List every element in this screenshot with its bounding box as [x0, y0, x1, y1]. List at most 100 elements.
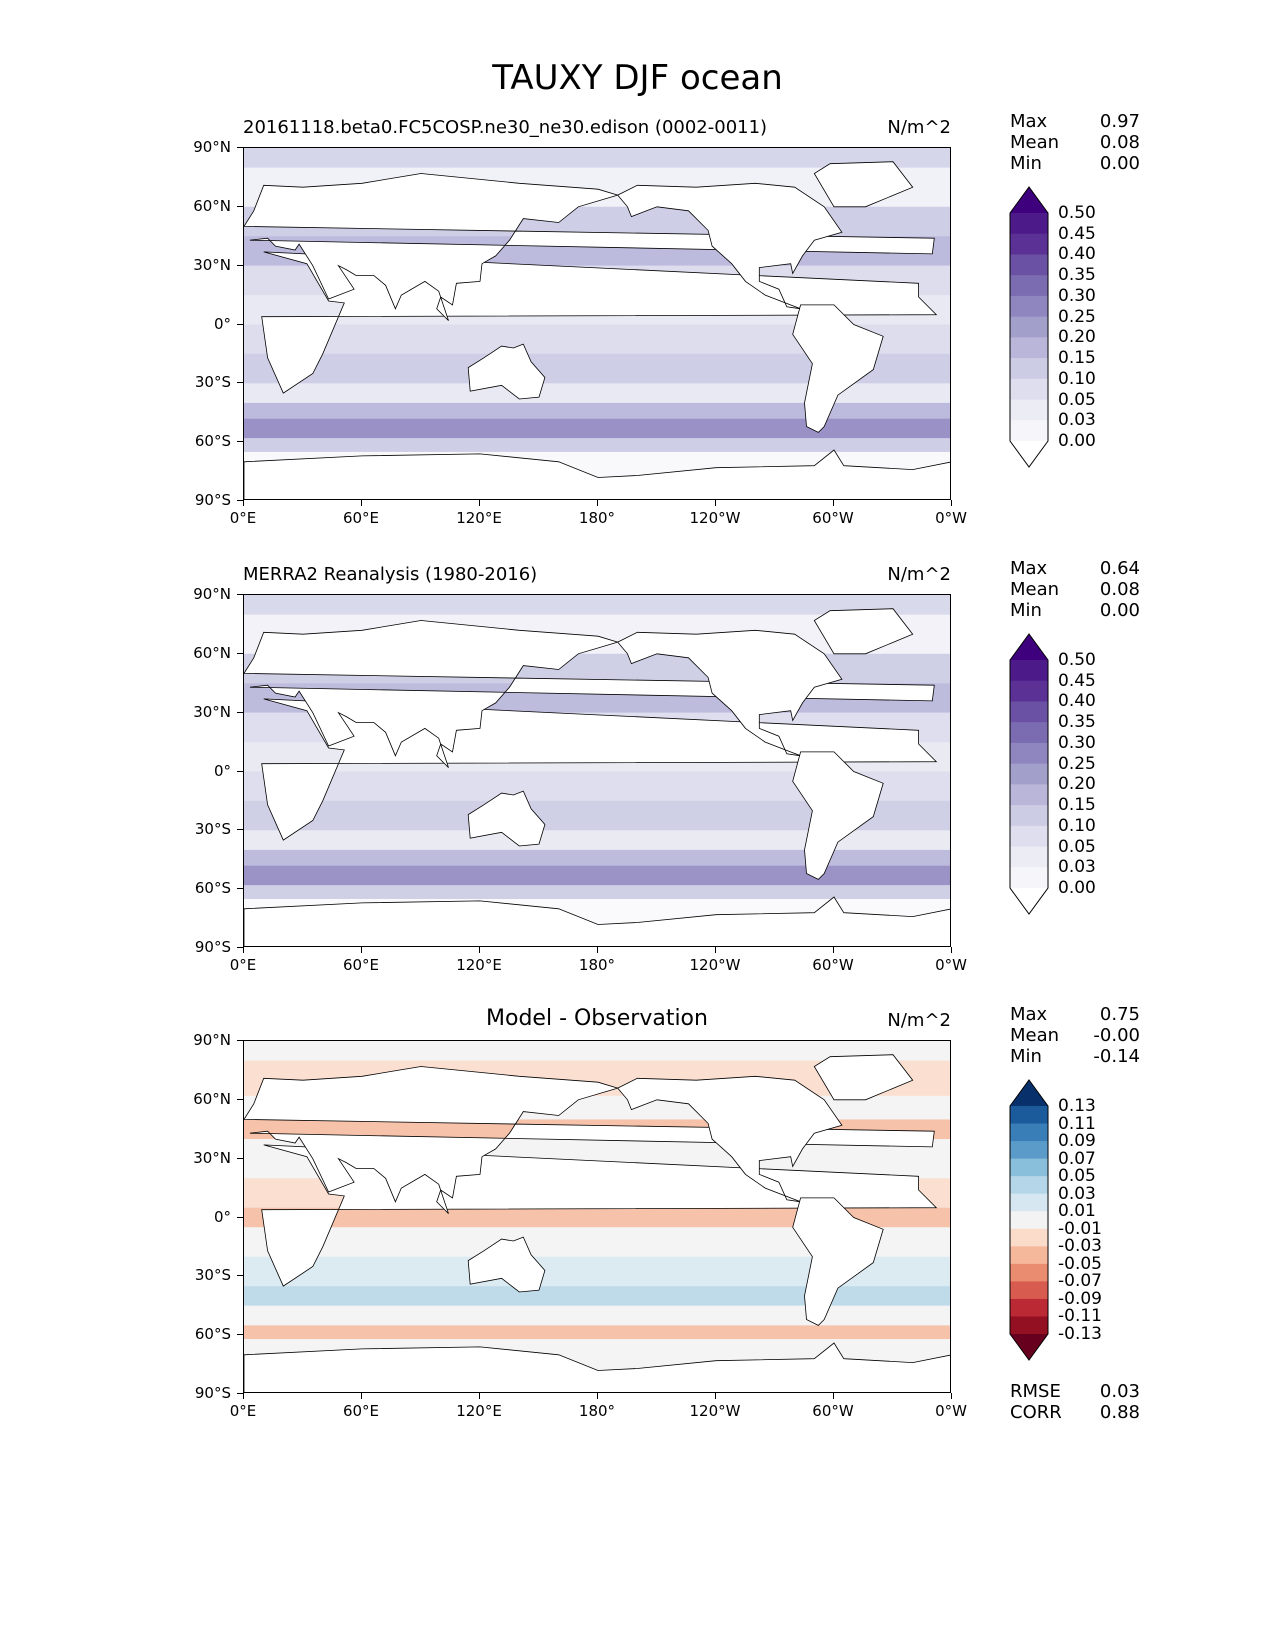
contour-band [244, 418, 950, 439]
lon-tick-label: 60°E [342, 956, 380, 974]
colorbar-tick-label: 0.07 [1058, 1148, 1096, 1169]
coastline [244, 1066, 935, 1214]
lat-tick-label: 90°N [193, 138, 231, 156]
colorbar-tick-label: 0.11 [1058, 1113, 1096, 1134]
lat-tick [237, 500, 243, 501]
lon-tick [243, 947, 244, 953]
lon-tick-label: 120°E [456, 956, 502, 974]
colorbar-segment [1010, 1263, 1048, 1282]
lon-tick-label: 180° [578, 956, 616, 974]
colorbar-segment [1010, 701, 1048, 723]
colorbar-tick-label: 0.10 [1058, 368, 1096, 389]
contour-band [244, 885, 950, 899]
colorbar-tick-label: 0.10 [1058, 815, 1096, 836]
lat-tick-label: 90°S [194, 1384, 231, 1402]
contour-band [244, 438, 950, 452]
coastline [617, 182, 843, 310]
colorbar-segment [1010, 1246, 1048, 1265]
lon-tick [479, 500, 480, 506]
colorbar-segment [1010, 213, 1048, 235]
colorbar-segment [1010, 1193, 1048, 1212]
colorbar-segment [1010, 660, 1048, 682]
lon-tick-label: 0°W [935, 956, 967, 974]
stat-label: Mean [1010, 1025, 1060, 1046]
coastline [244, 896, 950, 946]
colorbar-segment [1010, 1298, 1048, 1317]
lon-tick [951, 500, 952, 506]
colorbar-tick-label: 0.50 [1058, 203, 1096, 223]
units-label: N/m^2 [887, 564, 951, 585]
colorbar-tick-label: 0.15 [1058, 795, 1096, 816]
colorbar [1009, 1079, 1049, 1361]
colorbar-tick-label: -0.09 [1058, 1288, 1102, 1309]
stat-label: Mean [1010, 579, 1060, 600]
stat-label: Max [1010, 558, 1048, 579]
colorbar-tick-label: 0.03 [1058, 410, 1096, 431]
colorbar-segment [1010, 254, 1048, 276]
colorbar-wrap [1008, 185, 1050, 473]
lon-tick-label: 120°W [689, 509, 741, 527]
lat-tick-label: 0° [213, 761, 231, 780]
colorbar-outline [1009, 633, 1049, 915]
lat-tick-label: 60°N [193, 196, 231, 215]
lon-tick [951, 1393, 952, 1399]
colorbar-segment [1010, 763, 1048, 785]
colorbar-segment [1010, 680, 1048, 702]
contour-band [244, 383, 950, 403]
coastline [467, 343, 546, 400]
lat-tick [237, 1393, 243, 1394]
colorbar-tick-label: 0.03 [1058, 1183, 1096, 1204]
colorbar-tick-label: 0.20 [1058, 327, 1096, 348]
colorbar-tick-label: 0.30 [1058, 732, 1096, 753]
lon-tick [597, 1393, 598, 1399]
lat-tick-label: 60°S [194, 879, 231, 898]
stat-label: Max [1010, 1004, 1048, 1025]
map-plot [244, 1041, 950, 1392]
stat-value: 0.08 [1099, 132, 1140, 153]
coastline [244, 620, 935, 768]
colorbar-tick-label: -0.03 [1058, 1236, 1102, 1257]
colorbar-segment [1010, 316, 1048, 338]
colorbar-tick-label: 0.45 [1058, 223, 1096, 244]
colorbar-tick-label: 0.05 [1058, 1166, 1096, 1187]
lon-tick [243, 1393, 244, 1399]
contour-band [244, 1305, 950, 1326]
coastline [617, 629, 843, 757]
colorbar-tick-label: -0.13 [1058, 1324, 1102, 1344]
stat-label: RMSE [1010, 1381, 1061, 1402]
lon-tick-label: 60°E [342, 1402, 380, 1420]
colorbar-segment [1010, 722, 1048, 744]
lat-tick [237, 1157, 243, 1159]
colorbar-tick-label: 0.15 [1058, 348, 1096, 369]
colorbar-segment [1010, 1106, 1048, 1125]
lon-tick [715, 947, 716, 953]
lat-tick-label: 60°S [194, 1325, 231, 1344]
stat-label: Mean [1010, 132, 1060, 153]
stat-value: 0.75 [1099, 1004, 1140, 1025]
lat-tick-label: 30°N [193, 255, 231, 274]
colorbar-segment [1010, 784, 1048, 806]
lon-tick-label: 0°W [935, 1402, 967, 1420]
colorbar-tick-label: 0.50 [1058, 650, 1096, 670]
colorbar-tick-label: 0.40 [1058, 691, 1096, 712]
coastline [244, 1342, 950, 1392]
colorbar-tick-label: 0.09 [1058, 1131, 1096, 1152]
map-frame [243, 1040, 951, 1393]
lat-tick-label: 30°N [193, 1148, 231, 1167]
colorbar-segment [1010, 846, 1048, 868]
colorbar-tick-label: 0.13 [1058, 1096, 1096, 1116]
contour-band [244, 402, 950, 419]
colorbar-tick-label: 0.01 [1058, 1201, 1096, 1222]
stat-value: 0.97 [1099, 111, 1140, 132]
lon-tick-label: 60°W [812, 956, 854, 974]
lon-tick [361, 1393, 362, 1399]
lon-tick-label: 0°E [229, 509, 257, 527]
lat-tick-label: 90°S [194, 491, 231, 509]
lat-tick [237, 711, 243, 713]
coastline [792, 751, 884, 880]
lat-tick [237, 205, 243, 207]
lon-tick-label: 60°W [812, 509, 854, 527]
colorbar [1009, 633, 1049, 915]
contour-band [244, 1286, 950, 1306]
map-frame [243, 594, 951, 947]
